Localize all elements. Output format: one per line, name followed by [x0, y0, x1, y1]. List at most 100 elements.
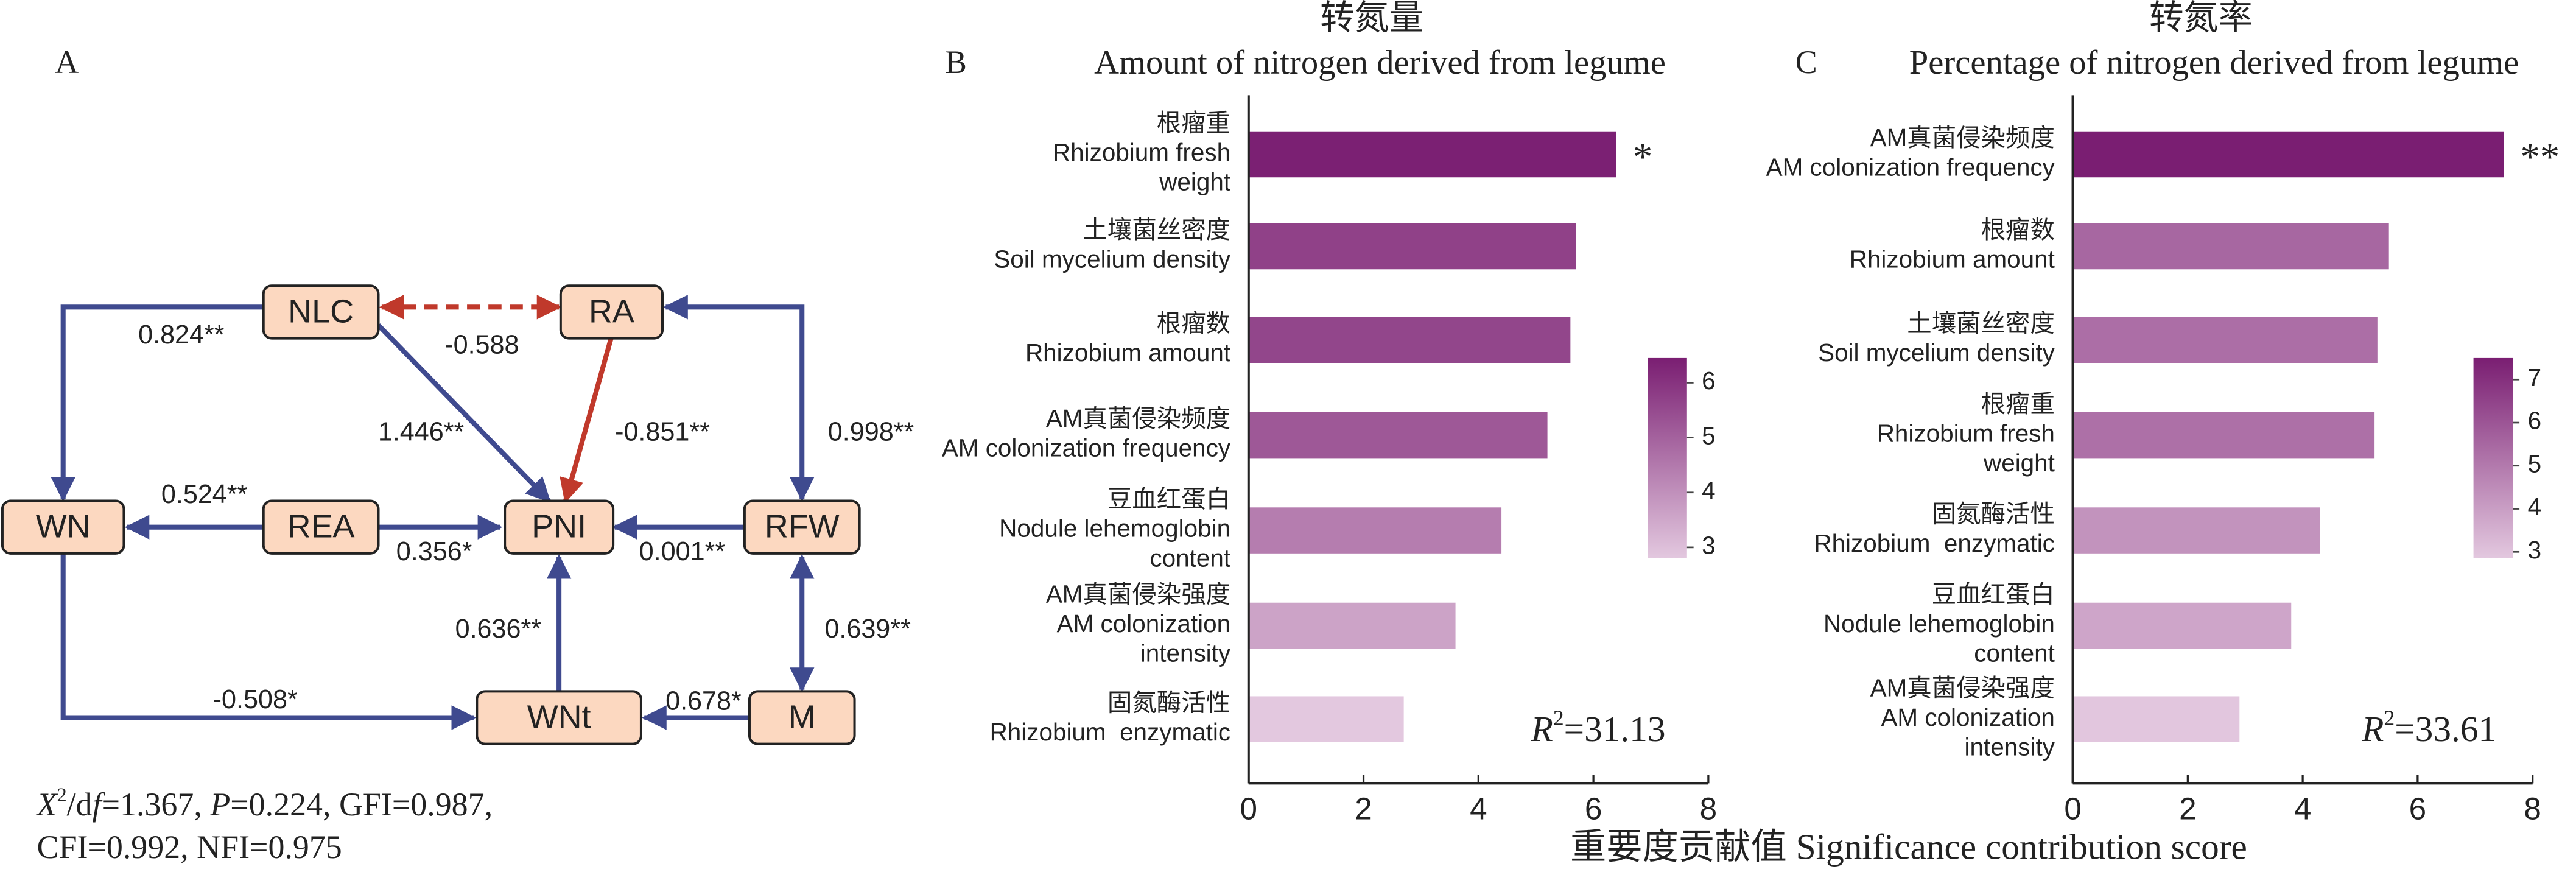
edge	[560, 336, 614, 504]
text-segment: 2	[2384, 706, 2395, 730]
text-segment: =33.61	[2395, 708, 2496, 748]
edge-label: 1.446**	[378, 417, 465, 446]
category-label: 土壤菌丝密度	[1907, 309, 2055, 337]
edge-label: 0.639**	[824, 614, 911, 644]
category-label: Rhizobium fresh	[1053, 138, 1230, 166]
bar	[1248, 131, 1616, 178]
edge-label: 0.824**	[138, 320, 225, 350]
x-tick-label: 6	[1585, 792, 1602, 826]
category-label: 根瘤重	[1981, 390, 2055, 418]
category-label: weight	[1983, 449, 2055, 477]
node-box	[262, 499, 380, 555]
text-segment: =1.367,	[102, 786, 211, 823]
category-label: Rhizobium enzymatic	[1814, 529, 2055, 557]
bar	[1248, 223, 1576, 270]
bar	[1248, 412, 1548, 459]
category-label: 固氮酶活性	[1107, 689, 1230, 717]
node-label: NLC	[288, 293, 354, 329]
panel-label: B	[945, 44, 967, 80]
category-label: Soil mycelium density	[994, 245, 1231, 273]
significance-label: *	[1633, 135, 1652, 178]
text-segment: CFI=0.992, NFI=0.975	[37, 829, 342, 865]
text-segment: X	[36, 786, 58, 823]
edge-label: 0.678*	[665, 687, 742, 716]
category-label: 固氮酶活性	[1932, 499, 2055, 527]
chart-title: 转氮率	[2149, 0, 2253, 37]
x-tick-label: 2	[1355, 792, 1372, 826]
category-label: AM真菌侵染频度	[1046, 404, 1230, 432]
category-label: Rhizobium fresh	[1877, 419, 2055, 447]
category-label: intensity	[1140, 639, 1231, 667]
category-label: 根瘤数	[1981, 216, 2055, 244]
category-label: 豆血红蛋白	[1932, 580, 2055, 608]
x-axis-label: 重要度贡献值 Significance contribution score	[1570, 827, 2247, 867]
edge	[60, 553, 476, 730]
x-tick-label: 2	[2179, 792, 2197, 826]
edge	[663, 295, 815, 502]
colorbar-tick-label: 3	[2528, 536, 2542, 564]
colorbar-tick-label: 4	[1702, 476, 1716, 504]
edge	[376, 323, 551, 503]
node-box	[743, 499, 861, 555]
chart-title: 转氮量	[1320, 0, 1423, 37]
node-box	[504, 499, 615, 555]
text-segment: =31.13	[1564, 708, 1666, 748]
edge-label: -0.508*	[213, 685, 298, 714]
bar	[2072, 223, 2389, 270]
node-box	[559, 284, 664, 340]
colorbar-tick-label: 3	[1702, 532, 1716, 560]
edge-label: -0.588	[444, 330, 519, 359]
category-label: content	[1974, 639, 2055, 667]
colorbar-tick-label: 5	[2528, 449, 2542, 477]
x-tick-label: 0	[1240, 792, 1258, 826]
colorbar-tick-label: 4	[2528, 493, 2542, 521]
edge-label: 0.356*	[396, 537, 472, 566]
fit-stats: CFI=0.992, NFI=0.975	[37, 829, 342, 865]
category-label: Soil mycelium density	[1818, 339, 2055, 367]
bar	[1248, 696, 1404, 742]
category-label: AM colonization	[1881, 703, 2054, 731]
edge-label: 0.001**	[639, 537, 726, 566]
chart-subtitle: Percentage of nitrogen derived from legu…	[1909, 44, 2519, 82]
text-segment: =0.224, GFI=0.987,	[230, 786, 493, 823]
node-label: WN	[36, 508, 91, 545]
node-label: RA	[589, 293, 634, 329]
text-segment: 2	[57, 784, 66, 806]
edge-label: -0.851**	[615, 417, 710, 446]
category-label: intensity	[1965, 733, 2055, 761]
x-tick-label: 8	[1700, 792, 1718, 826]
category-label: Rhizobium amount	[1025, 339, 1230, 367]
category-label: 根瘤重	[1157, 109, 1230, 137]
node-box	[1, 499, 125, 555]
text-segment: R	[2361, 708, 2384, 748]
node-label: PNI	[532, 508, 586, 545]
node-box	[476, 690, 642, 745]
x-tick-label: 4	[2294, 792, 2312, 826]
category-label: AM colonization frequency	[942, 434, 1231, 462]
category-label: weight	[1159, 168, 1230, 196]
r-squared: R2=33.61	[2361, 706, 2496, 748]
node-label: REA	[287, 508, 355, 545]
bar	[2072, 507, 2320, 554]
text-segment: /d	[67, 786, 93, 823]
category-label: AM colonization frequency	[1766, 153, 2055, 181]
bar	[2072, 412, 2375, 459]
chart-subtitle: Amount of nitrogen derived from legume	[1094, 44, 1666, 82]
fit-stats: X2/df=1.367, P=0.224, GFI=0.987,	[36, 784, 493, 823]
category-label: AM真菌侵染强度	[1870, 673, 2055, 701]
edge-label: 0.998**	[828, 417, 914, 446]
category-label: content	[1149, 544, 1230, 572]
node-label: RFW	[765, 508, 840, 545]
panel-label: A	[55, 44, 79, 80]
node-label: M	[788, 698, 816, 735]
bar	[1248, 507, 1502, 554]
category-label: AM真菌侵染频度	[1870, 124, 2055, 152]
edge	[51, 304, 264, 502]
x-tick-label: 8	[2524, 792, 2541, 826]
text-segment: R	[1531, 708, 1553, 748]
node-box	[748, 690, 856, 745]
bar	[2072, 696, 2240, 742]
colorbar	[1648, 357, 1687, 558]
bar	[2072, 131, 2504, 178]
